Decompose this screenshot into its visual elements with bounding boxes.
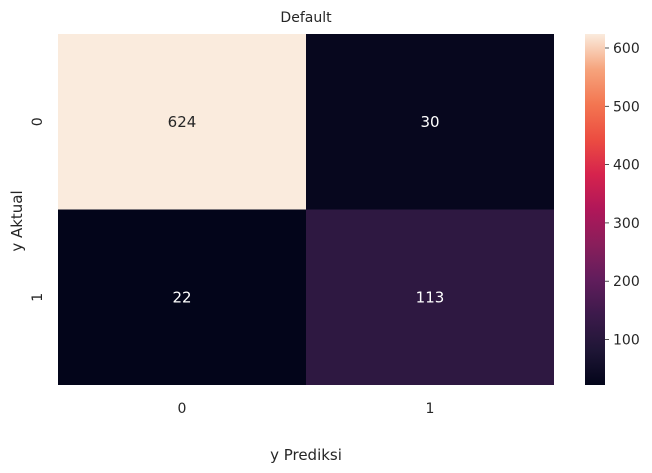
heatmap-cell-r1-c1 <box>306 209 554 385</box>
heatmap-cell-labels: 624 30 22 113 <box>168 113 445 307</box>
y-axis-ticks: 01 <box>30 117 46 301</box>
y-tick-label-1: 1 <box>30 293 46 302</box>
colorbar-tick-label-3: 400 <box>613 158 640 174</box>
y-axis-label: y Aktual <box>8 190 26 251</box>
cell-value-r0-c0: 624 <box>168 113 197 131</box>
colorbar-ticks: 100 200 300 400 500 600 <box>605 41 640 349</box>
x-axis-label: y Prediksi <box>270 446 342 464</box>
colorbar <box>585 34 605 385</box>
cell-value-r1-c0: 22 <box>172 288 191 306</box>
cell-value-r0-c1: 30 <box>420 113 439 131</box>
colorbar-tick-label-5: 600 <box>613 41 640 57</box>
heatmap-cell-r0-c0 <box>58 34 306 210</box>
heatmap-cells <box>58 34 554 385</box>
y-tick-label-0: 0 <box>30 117 46 126</box>
chart-title: Default <box>280 10 332 26</box>
colorbar-tick-label-2: 300 <box>613 216 640 232</box>
x-tick-label-0: 0 <box>178 401 187 417</box>
heatmap-cell-r1-c0 <box>58 209 306 385</box>
colorbar-tick-label-1: 200 <box>613 274 640 290</box>
colorbar-tick-label-4: 500 <box>613 99 640 115</box>
x-tick-label-1: 1 <box>426 401 435 417</box>
heatmap-cell-r0-c1 <box>306 34 554 210</box>
colorbar-tick-label-0: 100 <box>613 333 640 349</box>
cell-value-r1-c1: 113 <box>416 288 445 306</box>
